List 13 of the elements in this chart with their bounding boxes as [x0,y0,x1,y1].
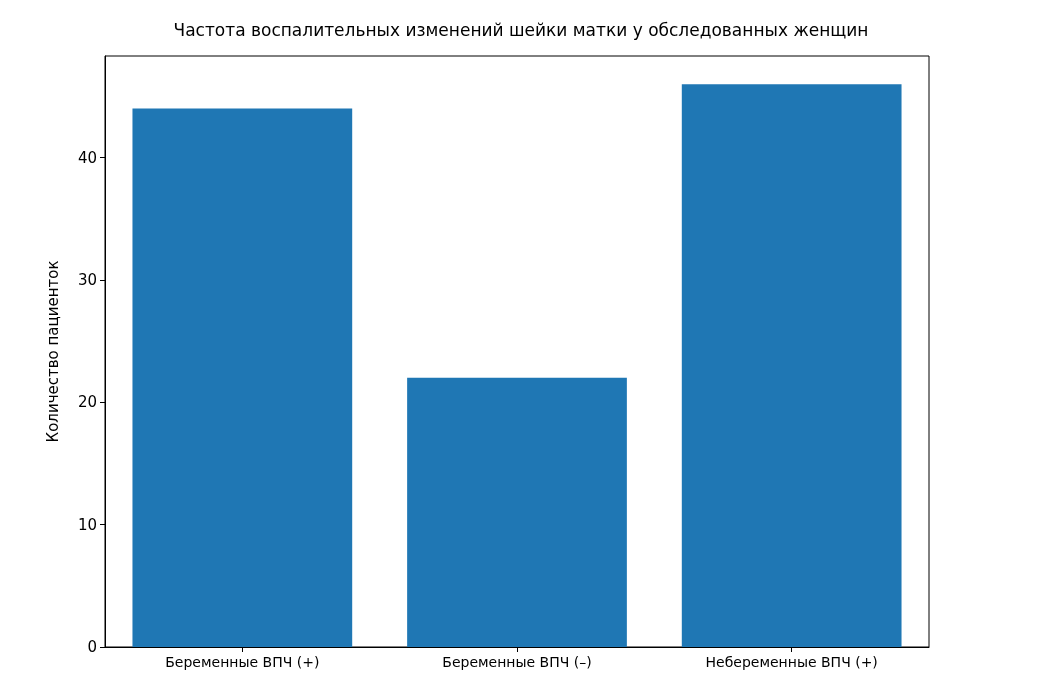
y-axis-title: Количество пациенток [43,260,62,443]
bar [681,84,902,647]
y-tick-label: 30 [77,270,97,289]
chart-title: Частота воспалительных изменений шейки матки у обследованных женщин [173,19,869,40]
y-tick-label: 20 [77,393,97,412]
bar [132,108,353,647]
y-tick-label: 0 [87,638,97,656]
y-tick-label: 40 [77,148,97,167]
y-tick-label: 10 [77,515,97,534]
x-tick-label: Беременные ВПЧ (+) [165,654,320,670]
bar [407,377,627,647]
x-tick-label: Беременные ВПЧ (–) [442,654,592,670]
x-tick-label: Небеременные ВПЧ (+) [705,654,878,670]
